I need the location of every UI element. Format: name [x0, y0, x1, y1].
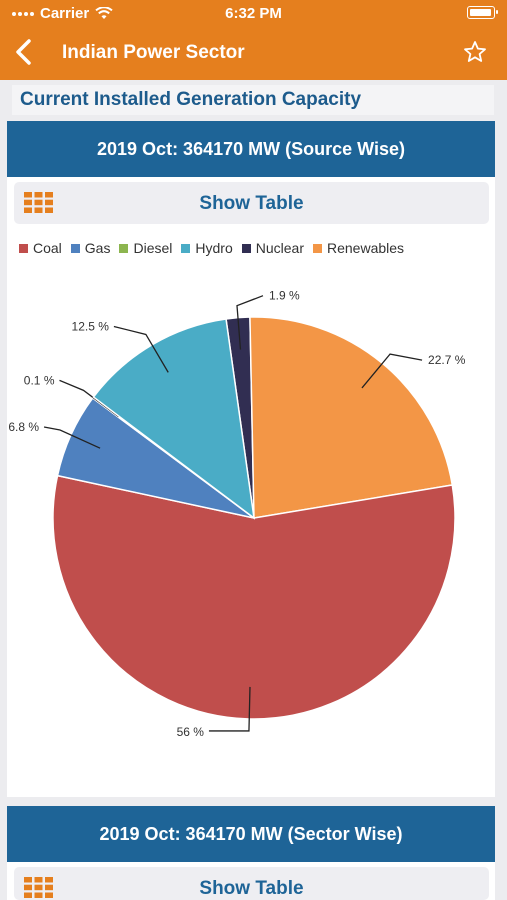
leader-line [43, 426, 101, 449]
legend-swatch [241, 243, 251, 253]
carrier-label: Carrier [40, 5, 90, 22]
legend-label: Diesel [133, 240, 173, 256]
page-title: Indian Power Sector [62, 42, 245, 63]
grid-icon [24, 877, 53, 898]
legend-item[interactable]: Renewables [313, 240, 404, 256]
status-bar: Carrier 6:32 PM [0, 0, 507, 28]
legend-label: Coal [33, 240, 62, 256]
card-header: 2019 Oct: 364170 MW (Sector Wise) [7, 806, 495, 862]
pie-slice-renewables[interactable] [249, 316, 454, 519]
carrier-info: Carrier [12, 5, 113, 22]
show-table-label: Show Table [199, 878, 304, 899]
legend-swatch [70, 243, 80, 253]
signal-icon [12, 11, 34, 16]
legend-swatch [119, 243, 129, 253]
grid-icon [24, 192, 53, 213]
chart-legend: Coal Gas Diesel Hydro Nuclear Renewables [19, 240, 404, 256]
section-heading: Current Installed Generation Capacity [12, 85, 494, 115]
slice-value-label: 1.9 % [269, 289, 300, 303]
legend-label: Gas [84, 240, 111, 256]
legend-item[interactable]: Gas [70, 240, 111, 256]
legend-label: Hydro [195, 240, 233, 256]
slice-value-label: 22.7 % [428, 353, 466, 367]
leader-line [208, 686, 251, 732]
show-table-button[interactable]: Show Table [14, 867, 489, 900]
leader-line [361, 353, 423, 389]
top-bar [0, 0, 507, 80]
slice-value-label: 6.8 % [8, 420, 39, 434]
legend-item[interactable]: Coal [19, 240, 62, 256]
slice-value-label: 0.1 % [24, 373, 55, 387]
leader-line [236, 295, 264, 350]
slice-value-label: 12.5 % [72, 319, 110, 333]
star-outline-icon[interactable] [463, 40, 487, 64]
leader-line [113, 325, 169, 373]
card-header: 2019 Oct: 364170 MW (Source Wise) [7, 121, 495, 177]
sector-wise-card: 2019 Oct: 364170 MW (Sector Wise) Show T… [7, 806, 495, 900]
status-time: 6:32 PM [225, 5, 282, 22]
pie-chart: 1.9 % 22.7 % 56 % 6.8 % 0.1 % 12.5 % [8, 289, 466, 739]
legend-swatch [181, 243, 191, 253]
source-wise-card: 2019 Oct: 364170 MW (Source Wise) Show T… [7, 121, 495, 797]
legend-label: Nuclear [255, 240, 304, 256]
battery-icon [467, 6, 498, 19]
legend-swatch [313, 243, 322, 253]
show-table-button[interactable]: Show Table [14, 182, 489, 224]
slice-value-label: 56 % [177, 725, 205, 739]
show-table-label: Show Table [199, 193, 304, 214]
legend-item[interactable]: Nuclear [241, 240, 304, 256]
legend-label: Renewables [327, 240, 405, 256]
navigation-bar: Indian Power Sector [0, 28, 507, 80]
legend-item[interactable]: Hydro [181, 240, 233, 256]
legend-item[interactable]: Diesel [119, 240, 172, 256]
chevron-left-icon[interactable] [10, 37, 40, 67]
wifi-icon [95, 7, 113, 19]
legend-swatch [19, 243, 28, 253]
